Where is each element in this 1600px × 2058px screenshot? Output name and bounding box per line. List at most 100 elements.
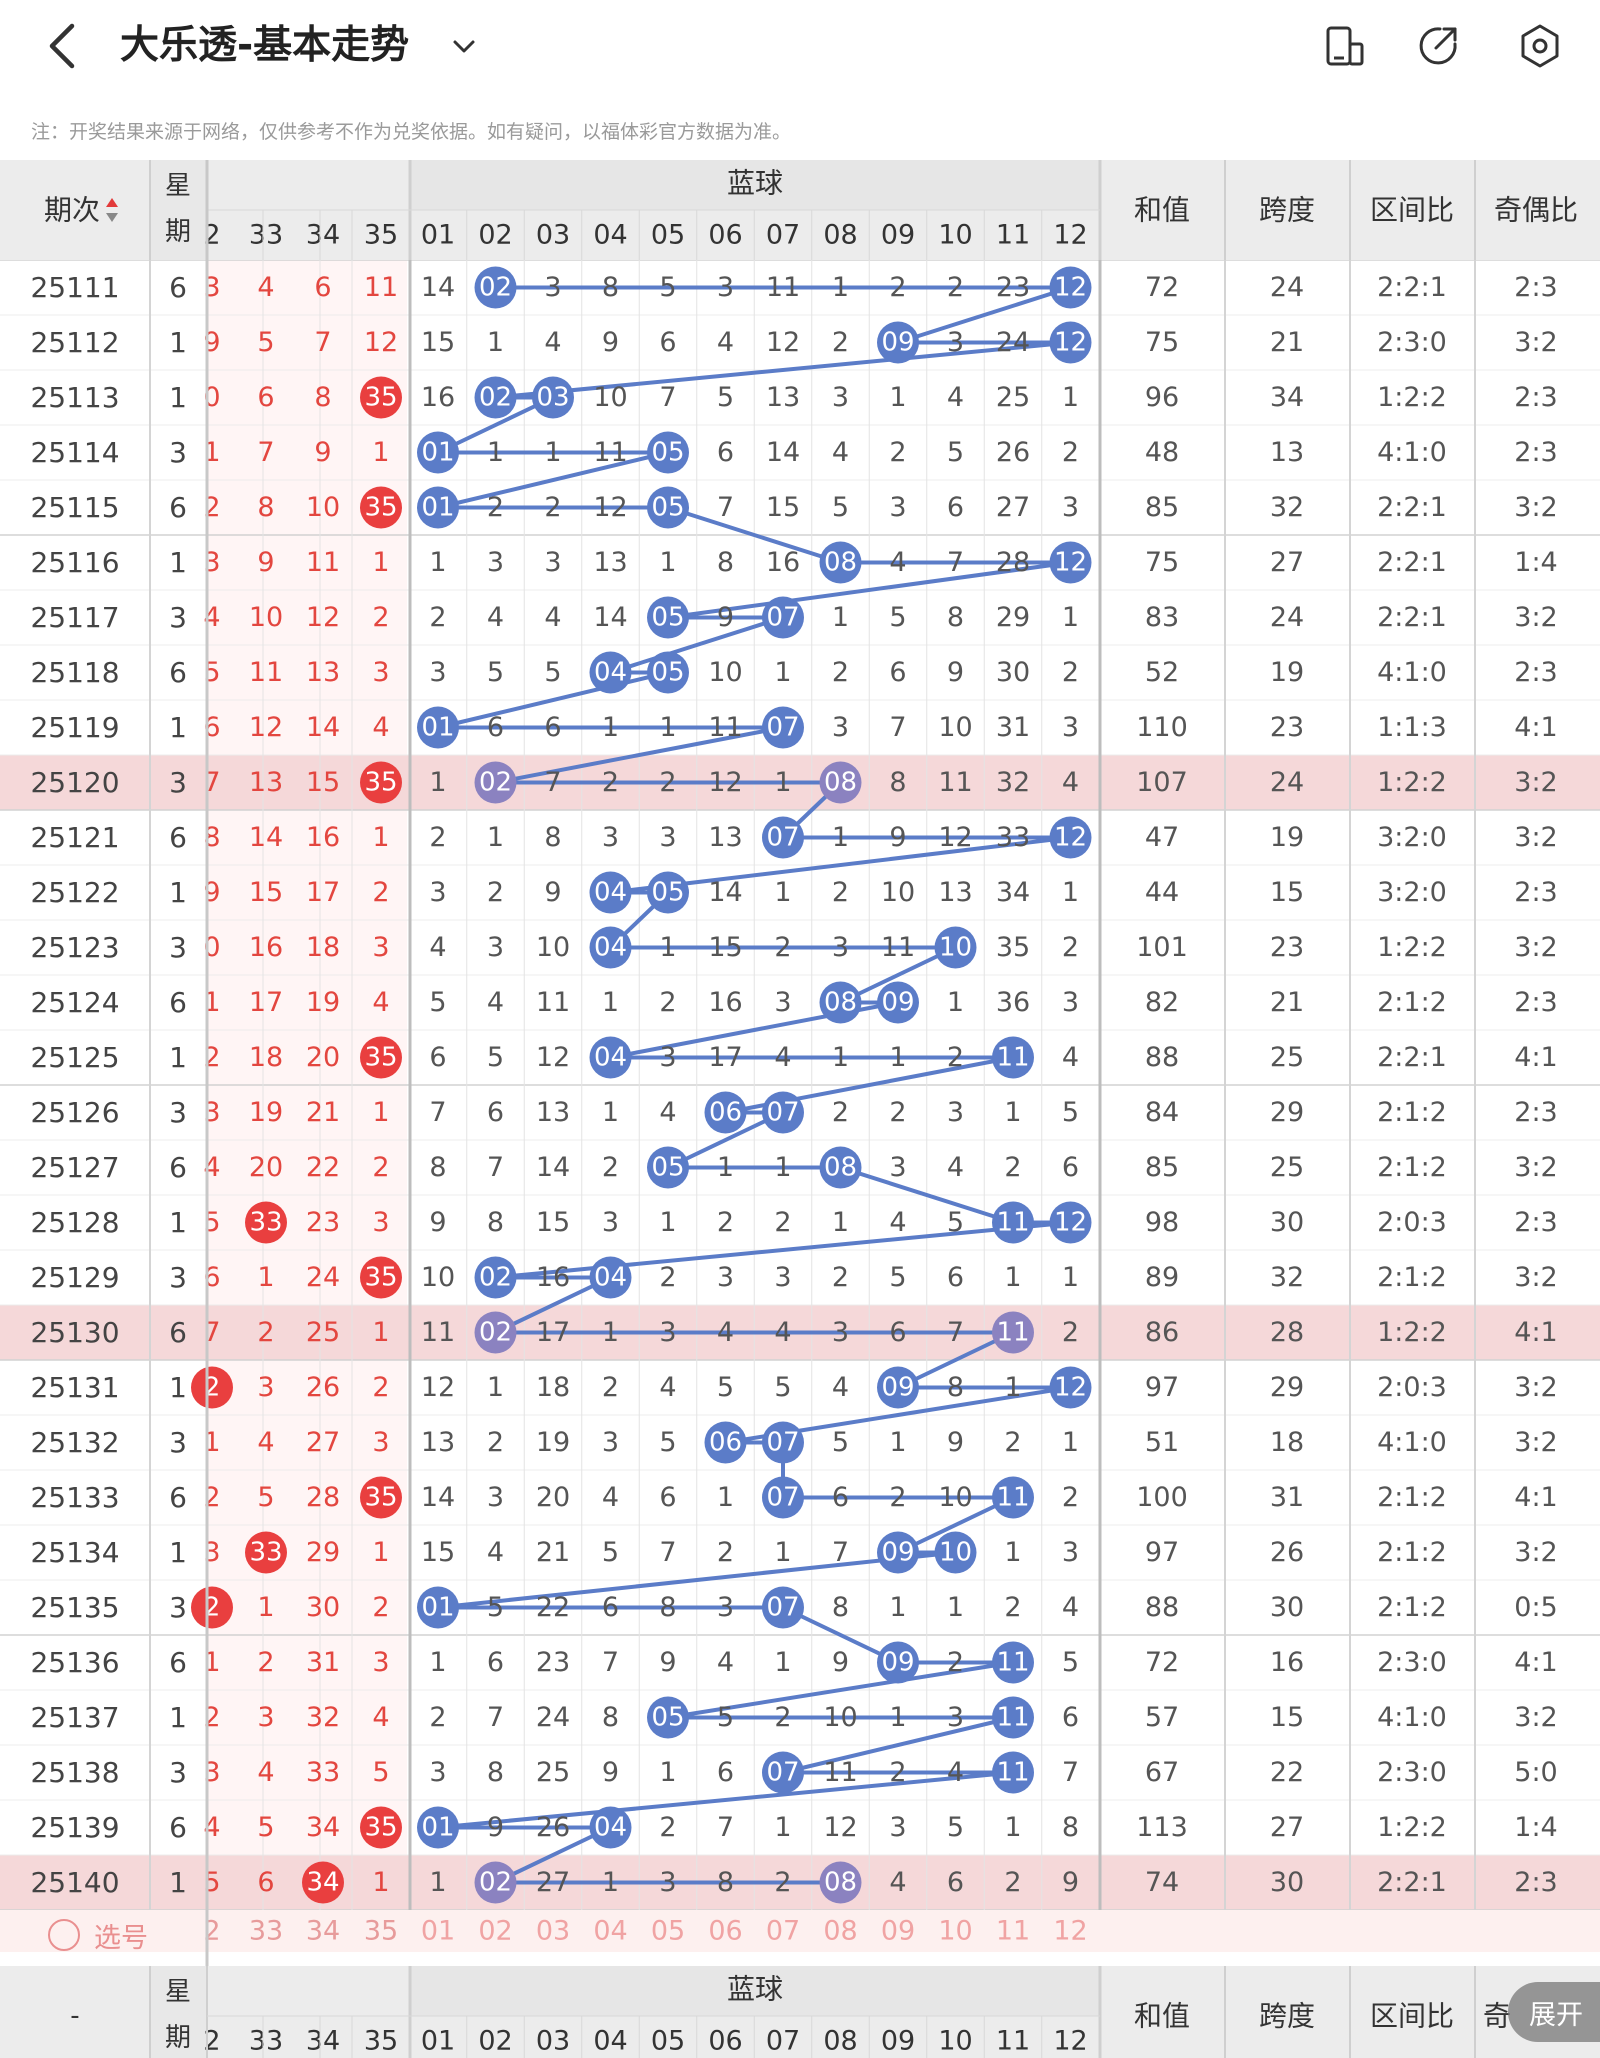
blue-miss-count: 2 <box>832 877 849 908</box>
blue-number-header: 10 <box>938 220 972 251</box>
week-cell: 1 <box>169 546 187 579</box>
blue-ball-hit <box>589 1806 632 1849</box>
period-header: 期次 <box>44 194 100 227</box>
blue-miss-count: 8 <box>889 767 906 798</box>
blue-miss-count: 3 <box>1062 987 1079 1018</box>
red-miss-count: 12 <box>364 327 398 358</box>
page-title[interactable]: 大乐透-基本走势 <box>120 23 410 68</box>
blue-miss-count: 2 <box>774 932 791 963</box>
red-ball-hit <box>191 1586 233 1629</box>
span-cell: 34 <box>1270 382 1304 413</box>
blue-miss-count: 4 <box>774 1042 791 1073</box>
red-miss-count: 10 <box>249 602 283 633</box>
blue-miss-count: 4 <box>602 1482 619 1513</box>
share-icon[interactable] <box>1414 22 1462 70</box>
blue-miss-count: 2 <box>1062 932 1079 963</box>
blue-ball-hit <box>647 871 689 914</box>
sum-cell: 83 <box>1145 602 1179 633</box>
zone-ratio-cell: 2:1:2 <box>1377 1482 1447 1513</box>
odd-even-cell: 4:1 <box>1514 1482 1557 1513</box>
chevron-left-icon[interactable] <box>40 20 84 72</box>
blue-ball-hit <box>647 651 689 694</box>
zone-ratio-cell: 1:2:2 <box>1377 1317 1447 1348</box>
sum-cell: 67 <box>1145 1757 1179 1788</box>
week-header-line1: 星 <box>165 171 191 201</box>
blue-ball-number: 07 <box>766 1593 799 1623</box>
expand-button[interactable]: 展开 <box>1508 1982 1600 2042</box>
red-miss-count: 33 <box>306 1757 340 1788</box>
zone-ratio-cell: 3:2:0 <box>1377 877 1447 908</box>
settings-icon[interactable] <box>1516 22 1564 70</box>
period-cell: 25112 <box>30 326 119 359</box>
odd-even-cell: 3:2 <box>1514 1152 1557 1183</box>
blue-number-header: 12 <box>1053 220 1087 251</box>
blue-ball-hit <box>762 1751 804 1794</box>
sort-down-icon[interactable] <box>106 213 118 222</box>
select-blue-number: 07 <box>766 1916 800 1947</box>
blue-miss-count: 2 <box>832 1262 849 1293</box>
blue-number-header: 10 <box>938 2026 972 2057</box>
blue-miss-count: 1 <box>774 1537 791 1568</box>
blue-number-header: 01 <box>421 220 455 251</box>
blue-miss-count: 4 <box>947 382 964 413</box>
period-cell: 25125 <box>30 1041 119 1074</box>
blue-ball-number: 11 <box>996 1483 1029 1513</box>
sum-cell: 96 <box>1145 382 1179 413</box>
span-cell: 16 <box>1270 1647 1304 1678</box>
blue-miss-count: 6 <box>889 657 906 688</box>
blue-number-header: 08 <box>823 220 857 251</box>
blue-miss-count: 11 <box>593 437 627 468</box>
select-blue-number: 11 <box>996 1916 1030 1947</box>
blue-miss-count: 1 <box>832 602 849 633</box>
blue-miss-count: 2 <box>889 1482 906 1513</box>
blue-miss-count: 1 <box>1004 1537 1021 1568</box>
blue-miss-count: 32 <box>996 767 1030 798</box>
blue-miss-count: 13 <box>421 1427 455 1458</box>
blue-number-header: 05 <box>651 220 685 251</box>
red-miss-count: 5 <box>257 1812 274 1843</box>
red-ball-number: 34 <box>306 1868 339 1898</box>
blue-miss-count: 10 <box>938 1482 972 1513</box>
red-miss-count: 4 <box>372 987 389 1018</box>
zone-ratio-cell: 2:2:1 <box>1377 602 1447 633</box>
week-cell: 6 <box>169 821 187 854</box>
zone-ratio-cell: 2:1:2 <box>1377 987 1447 1018</box>
blue-miss-count: 8 <box>717 1867 734 1898</box>
blue-ball-number: 05 <box>651 1153 684 1183</box>
blue-miss-count: 10 <box>938 712 972 743</box>
sort-up-icon[interactable] <box>106 198 118 207</box>
blue-miss-count: 21 <box>536 1537 570 1568</box>
blue-number-header: 11 <box>996 2026 1030 2057</box>
blue-ball-hit <box>589 651 632 694</box>
blue-ball-number: 01 <box>421 1593 454 1623</box>
blue-ball-hit <box>877 321 919 364</box>
blue-ball-number: 07 <box>766 1428 799 1458</box>
blue-miss-count: 7 <box>487 1152 504 1183</box>
chevron-down-icon[interactable] <box>448 30 480 62</box>
span-cell: 32 <box>1270 492 1304 523</box>
split-screen-icon[interactable] <box>1320 22 1368 70</box>
blue-miss-count: 3 <box>717 1592 734 1623</box>
blue-miss-count: 1 <box>429 767 446 798</box>
span-cell: 21 <box>1270 987 1304 1018</box>
odd-even-cell: 4:1 <box>1514 712 1557 743</box>
select-numbers-button[interactable]: 选号 <box>48 1915 148 1955</box>
blue-ball-hit <box>1049 541 1092 584</box>
period-cell: 25139 <box>30 1811 119 1844</box>
blue-ball-number: 08 <box>824 768 857 798</box>
blue-ball-hit <box>762 706 804 749</box>
blue-ball-hit <box>1049 321 1092 364</box>
sum-cell: 113 <box>1136 1812 1188 1843</box>
blue-group-header <box>410 160 1100 210</box>
red-miss-count: 19 <box>306 987 340 1018</box>
select-row-background[interactable] <box>0 1910 1600 1952</box>
span-cell: 29 <box>1270 1372 1304 1403</box>
odd-even-cell: 2:3 <box>1514 437 1557 468</box>
week-cell: 1 <box>169 1371 187 1404</box>
span-cell: 29 <box>1270 1097 1304 1128</box>
blue-miss-count: 5 <box>947 1812 964 1843</box>
period-cell: 25136 <box>30 1646 119 1679</box>
blue-miss-count: 2 <box>1004 1867 1021 1898</box>
blue-miss-count: 16 <box>708 987 742 1018</box>
blue-miss-count: 11 <box>766 272 800 303</box>
